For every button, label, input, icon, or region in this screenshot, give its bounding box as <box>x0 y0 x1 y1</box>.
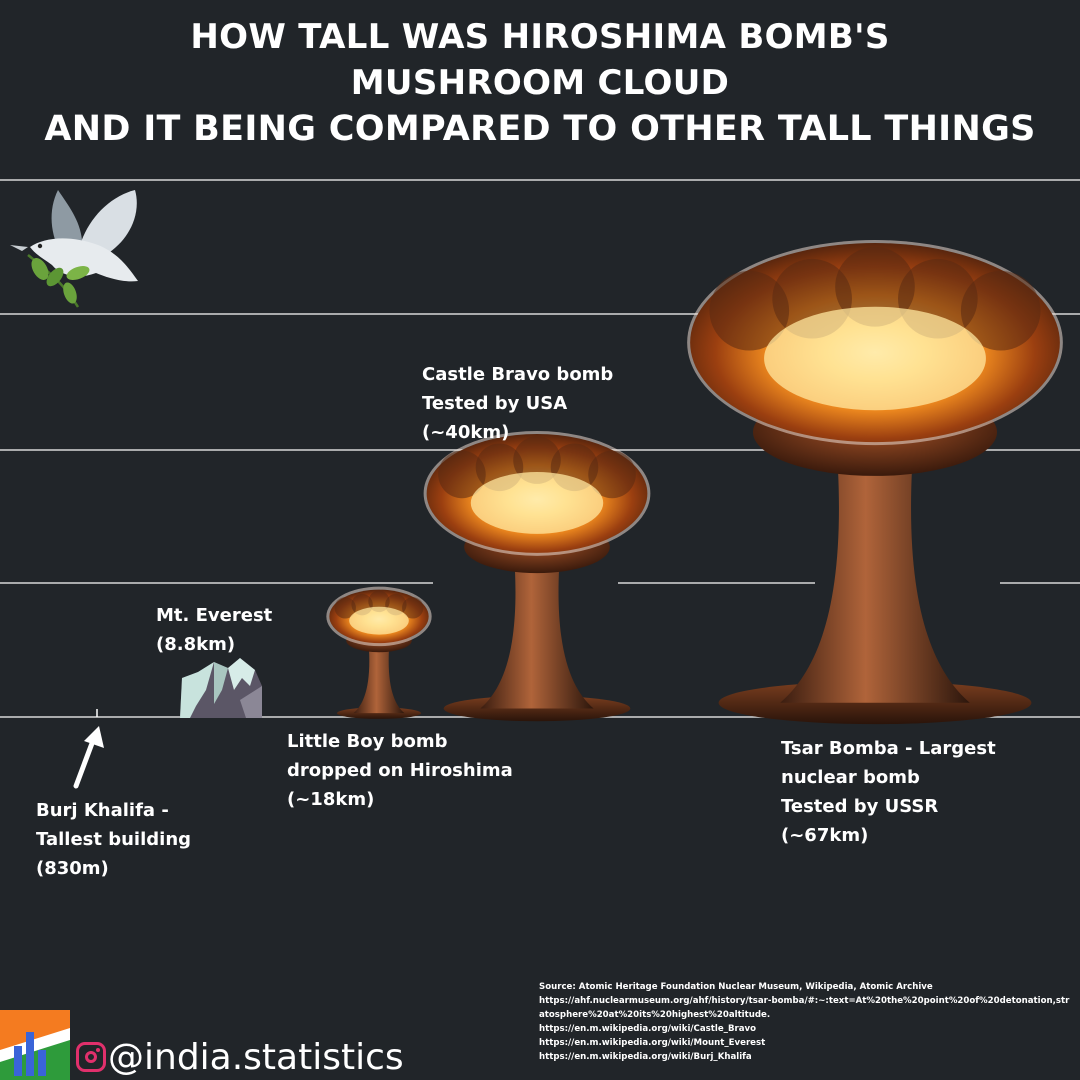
cloud-tsar-bomba <box>687 240 1063 725</box>
cloud-castle-bravo <box>423 431 651 722</box>
title-line-2: MUSHROOM CLOUD <box>350 63 730 103</box>
label-little-boy: Little Boy bomb dropped on Hiroshima (~1… <box>287 731 513 810</box>
india-statistics-logo-icon <box>0 1010 70 1080</box>
dove-icon <box>10 190 138 308</box>
instagram-icon[interactable] <box>76 1042 106 1072</box>
label-tsar-bomba: Tsar Bomba - Largest nuclear bomb Tested… <box>781 738 996 846</box>
arrow-up-icon <box>73 726 104 789</box>
label-burj-khalifa: Burj Khalifa - Tallest building (830m) <box>36 800 192 879</box>
mountain-icon <box>180 658 262 718</box>
social-handle[interactable]: @india.statistics <box>108 1037 404 1078</box>
title-line-3: AND IT BEING COMPARED TO OTHER TALL THIN… <box>44 109 1036 149</box>
source-link-1[interactable]: https://ahf.nuclearmuseum.org/ahf/histor… <box>539 996 1070 1020</box>
source-link-3[interactable]: https://en.m.wikipedia.org/wiki/Mount_Ev… <box>539 1038 766 1048</box>
cloud-little-boy <box>326 586 432 719</box>
source-link-4[interactable]: https://en.m.wikipedia.org/wiki/Burj_Kha… <box>539 1052 752 1062</box>
source-link-2[interactable]: https://en.m.wikipedia.org/wiki/Castle_B… <box>539 1024 757 1034</box>
source-notes: Source: Atomic Heritage Foundation Nucle… <box>539 980 1075 1064</box>
label-castle-bravo: Castle Bravo bomb Tested by USA (~40km) <box>422 364 614 443</box>
title-line-1: HOW TALL WAS HIROSHIMA BOMB'S <box>190 17 890 57</box>
chart-title: HOW TALL WAS HIROSHIMA BOMB'S MUSHROOM C… <box>0 14 1080 152</box>
label-mt-everest: Mt. Everest (8.8km) <box>156 605 273 655</box>
source-heading: Source: Atomic Heritage Foundation Nucle… <box>539 982 933 992</box>
mushroom-clouds <box>326 240 1063 725</box>
